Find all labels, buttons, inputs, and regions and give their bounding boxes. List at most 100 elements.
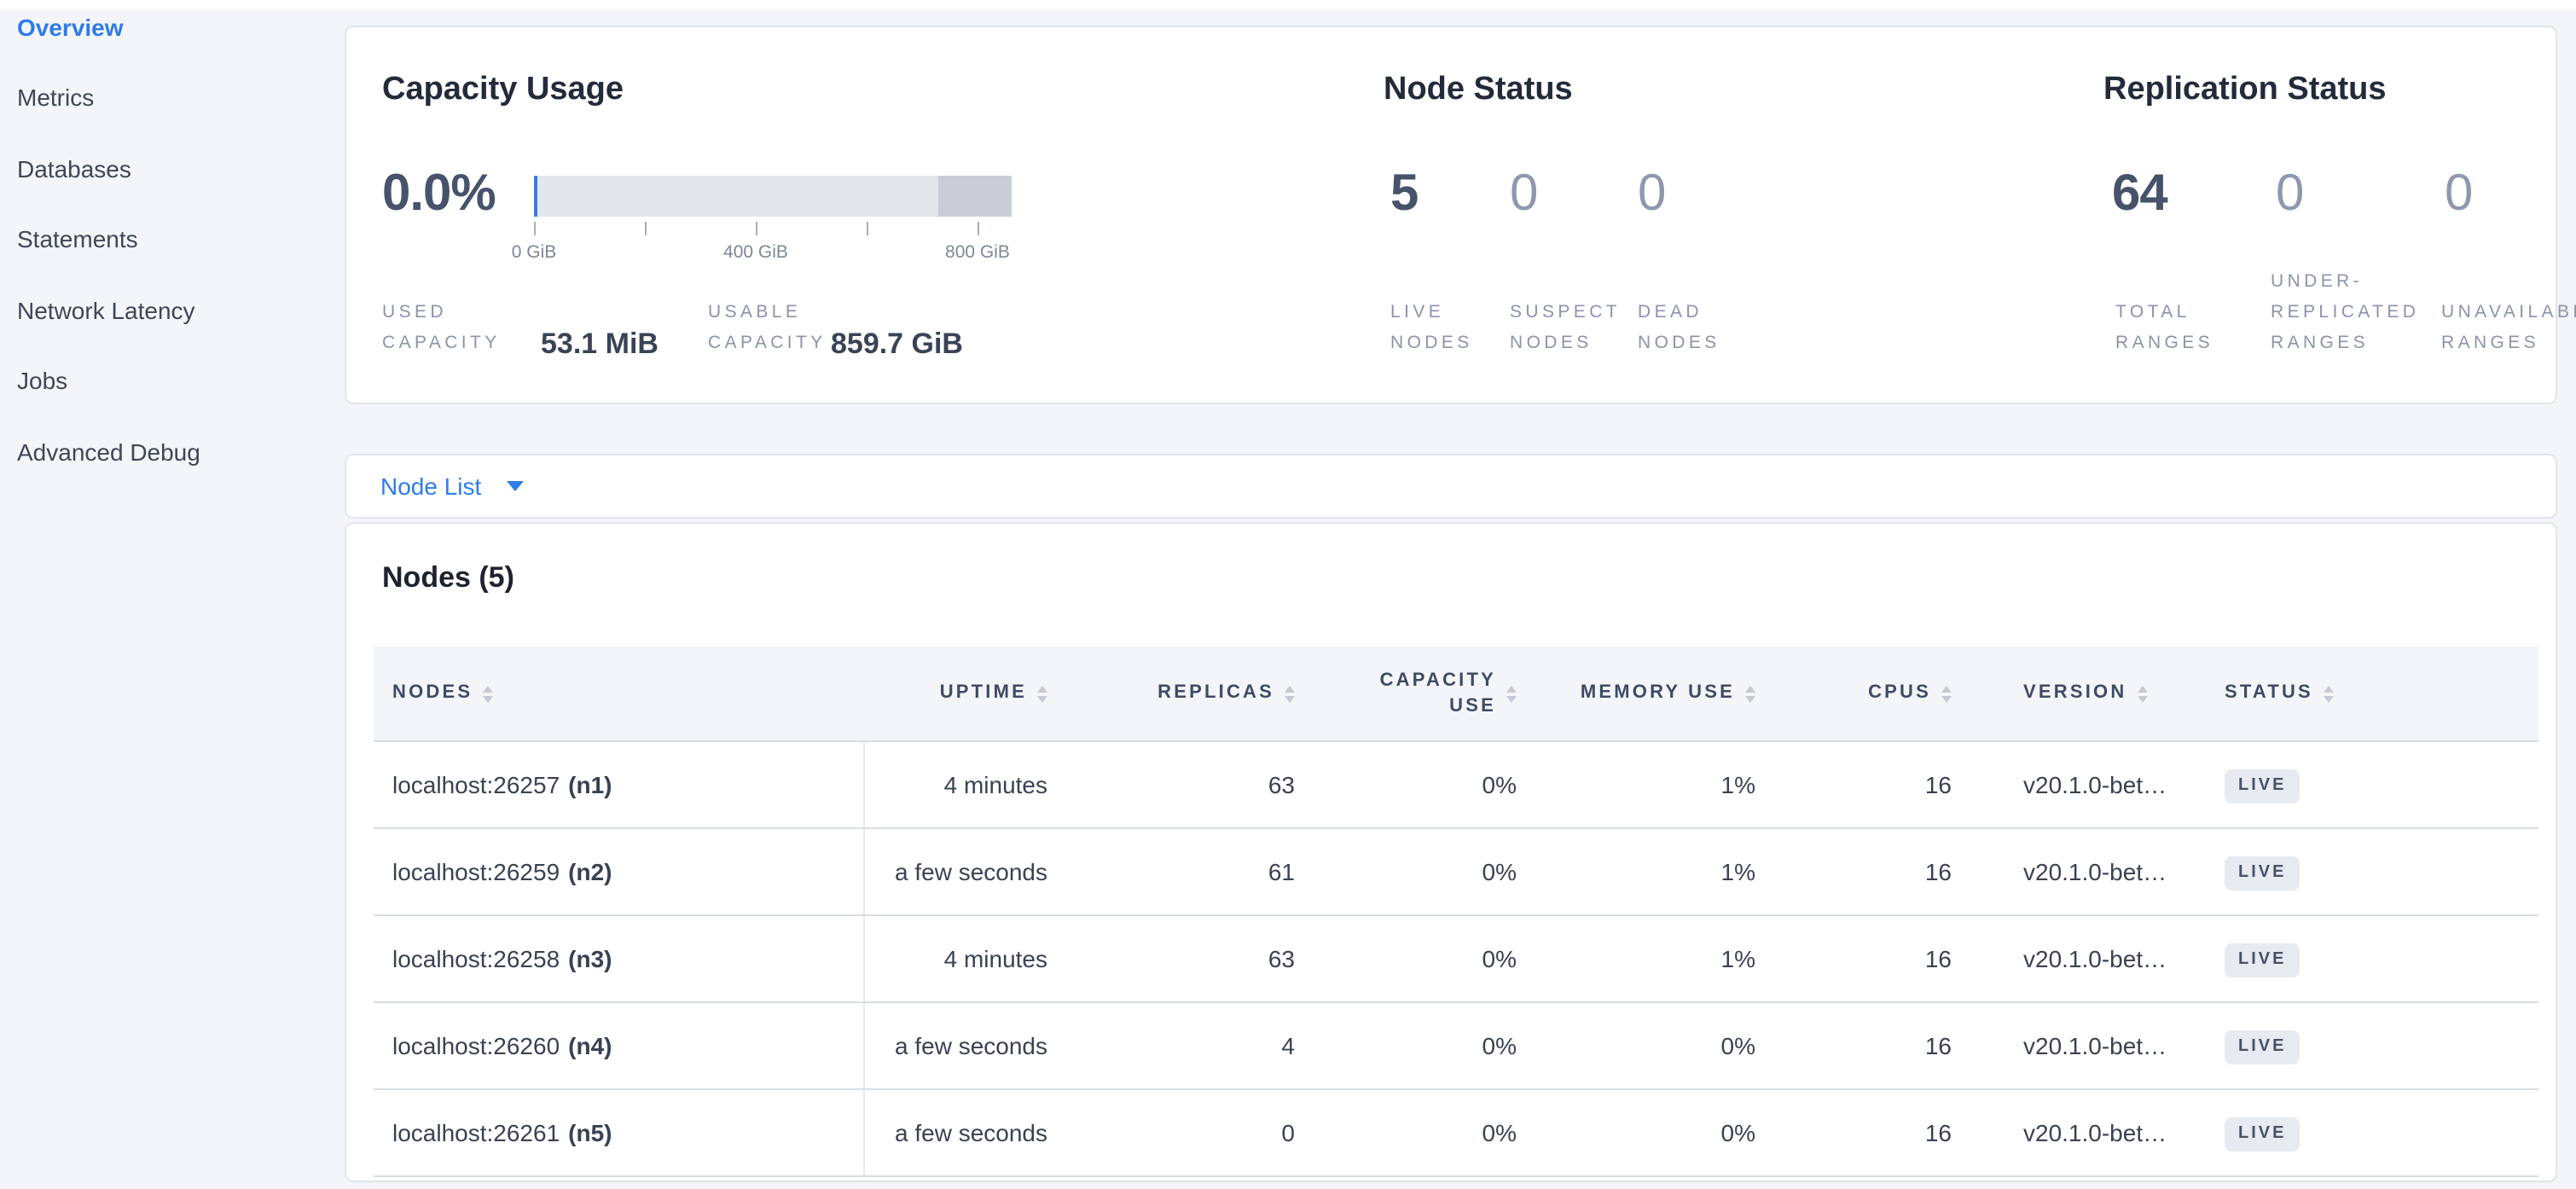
cpus-cell: 16 bbox=[1924, 945, 1952, 972]
sidebar: Overview Metrics Databases Statements Ne… bbox=[0, 0, 345, 1189]
table-row-node-2[interactable]: localhost:26259 (n2) a few seconds 61 0% … bbox=[374, 829, 2538, 916]
cluster-summary-card: Capacity Usage 0.0% 0 GiB 400 GiB 800 Gi… bbox=[345, 26, 2576, 404]
sidebar-item-metrics[interactable]: Metrics bbox=[17, 84, 95, 111]
live-nodes-label: LIVE NODES bbox=[1390, 302, 1473, 353]
table-row-node-1[interactable]: localhost:26257 (n1) 4 minutes 63 0% 1% 1… bbox=[374, 742, 2538, 829]
status-badge: LIVE bbox=[2225, 942, 2300, 977]
axis-tick-label: 400 GiB bbox=[723, 242, 788, 263]
total-ranges-count: 64 bbox=[2112, 165, 2168, 222]
replicas-cell: 0 bbox=[1281, 1119, 1295, 1146]
replicas-cell: 63 bbox=[1268, 771, 1295, 798]
status-badge: LIVE bbox=[2225, 1030, 2300, 1064]
sidebar-item-network-latency[interactable]: Network Latency bbox=[17, 297, 195, 324]
node-address: localhost:26257 bbox=[392, 771, 560, 798]
node-list-dropdown[interactable]: Node List bbox=[346, 455, 2556, 517]
uptime-cell: a few seconds bbox=[895, 1032, 1047, 1059]
cpus-cell: 16 bbox=[1924, 1119, 1952, 1146]
table-row-node-5[interactable]: localhost:26261 (n5) a few seconds 0 0% 0… bbox=[374, 1090, 2538, 1177]
cpus-cell: 16 bbox=[1924, 858, 1952, 885]
node-id: (n5) bbox=[568, 1119, 612, 1146]
table-row-node-4[interactable]: localhost:26260 (n4) a few seconds 4 0% 0… bbox=[374, 1003, 2538, 1090]
column-header-memory-use[interactable]: MEMORY USE bbox=[1539, 681, 1778, 706]
sidebar-item-databases[interactable]: Databases bbox=[17, 155, 131, 183]
node-status-title: Node Status bbox=[1384, 72, 1573, 107]
chevron-down-icon bbox=[507, 481, 525, 491]
replicas-cell: 61 bbox=[1268, 858, 1295, 885]
suspect-nodes-count: 0 bbox=[1510, 165, 1538, 222]
axis-tick bbox=[534, 222, 536, 235]
sidebar-item-statements[interactable]: Statements bbox=[17, 225, 138, 252]
capacity-bar bbox=[534, 176, 1012, 217]
table-row-node-3[interactable]: localhost:26258 (n3) 4 minutes 63 0% 1% 1… bbox=[374, 916, 2538, 1003]
capacity-bar-provisioned-segment bbox=[938, 176, 1012, 217]
version-cell: v20.1.0-bet… bbox=[2023, 771, 2167, 798]
unavailable-ranges-label: UNAVAILABLE RANGES bbox=[2441, 302, 2576, 353]
replicas-cell: 4 bbox=[1281, 1032, 1295, 1059]
version-cell: v20.1.0-bet… bbox=[2023, 1032, 2167, 1059]
live-nodes-count: 5 bbox=[1390, 165, 1419, 222]
sidebar-item-jobs[interactable]: Jobs bbox=[17, 367, 68, 394]
usable-capacity-value: 859.7 GiB bbox=[831, 328, 963, 360]
sort-icon bbox=[2323, 685, 2334, 702]
memory-use-cell: 1% bbox=[1720, 945, 1755, 972]
axis-tick bbox=[978, 222, 979, 235]
uptime-cell: a few seconds bbox=[895, 858, 1047, 885]
capacity-used-percent: 0.0% bbox=[382, 165, 496, 222]
capacity-use-cell: 0% bbox=[1482, 771, 1517, 798]
version-cell: v20.1.0-bet… bbox=[2023, 858, 2167, 885]
cpus-cell: 16 bbox=[1924, 771, 1952, 798]
nodes-table: NODES UPTIME REPLICAS CAPACITY USE MEMOR… bbox=[374, 647, 2538, 1177]
memory-use-cell: 0% bbox=[1720, 1119, 1755, 1146]
uptime-cell: 4 minutes bbox=[943, 771, 1047, 798]
axis-tick-label: 0 GiB bbox=[511, 242, 557, 263]
sort-icon bbox=[2137, 685, 2148, 702]
memory-use-cell: 0% bbox=[1720, 1032, 1755, 1059]
sidebar-item-advanced-debug[interactable]: Advanced Debug bbox=[17, 438, 200, 466]
capacity-bar-used-segment bbox=[534, 176, 537, 217]
nodes-table-title: Nodes (5) bbox=[382, 561, 514, 594]
node-list-selector-card: Node List bbox=[345, 454, 2557, 519]
table-header-row: NODES UPTIME REPLICAS CAPACITY USE MEMOR… bbox=[374, 647, 2538, 742]
unavailable-ranges-count: 0 bbox=[2445, 165, 2473, 222]
node-id: (n1) bbox=[568, 771, 612, 798]
replicas-cell: 63 bbox=[1268, 945, 1295, 972]
dead-nodes-count: 0 bbox=[1638, 165, 1666, 222]
memory-use-cell: 1% bbox=[1720, 771, 1755, 798]
column-header-version[interactable]: VERSION bbox=[1974, 681, 2204, 706]
sort-icon bbox=[483, 685, 494, 702]
under-replicated-ranges-count: 0 bbox=[2276, 165, 2304, 222]
column-header-uptime[interactable]: UPTIME bbox=[865, 681, 1070, 706]
uptime-cell: a few seconds bbox=[895, 1119, 1047, 1146]
cpus-cell: 16 bbox=[1924, 1032, 1952, 1059]
under-replicated-ranges-label: UNDER- REPLICATED RANGES bbox=[2271, 271, 2420, 353]
dead-nodes-label: DEAD NODES bbox=[1638, 302, 1720, 353]
capacity-use-cell: 0% bbox=[1482, 945, 1517, 972]
node-address: localhost:26260 bbox=[392, 1032, 560, 1059]
column-header-cpus[interactable]: CPUS bbox=[1778, 681, 1974, 706]
column-header-nodes[interactable]: NODES bbox=[374, 681, 865, 706]
capacity-bar-axis: 0 GiB 400 GiB 800 GiB bbox=[512, 222, 1012, 283]
version-cell: v20.1.0-bet… bbox=[2023, 945, 2167, 972]
sort-icon bbox=[1745, 685, 1755, 702]
column-header-status[interactable]: STATUS bbox=[2204, 681, 2538, 706]
capacity-use-cell: 0% bbox=[1482, 858, 1517, 885]
memory-use-cell: 1% bbox=[1720, 858, 1755, 885]
suspect-nodes-label: SUSPECT NODES bbox=[1510, 302, 1621, 353]
status-badge: LIVE bbox=[2225, 1116, 2300, 1151]
uptime-cell: 4 minutes bbox=[943, 945, 1047, 972]
version-cell: v20.1.0-bet… bbox=[2023, 1119, 2167, 1146]
total-ranges-label: TOTAL RANGES bbox=[2115, 302, 2214, 353]
used-capacity-label: USED CAPACITY bbox=[382, 302, 501, 353]
sort-icon bbox=[1506, 685, 1517, 702]
sort-icon bbox=[1037, 685, 1047, 702]
column-header-replicas[interactable]: REPLICAS bbox=[1070, 681, 1317, 706]
axis-tick bbox=[645, 222, 647, 235]
node-address: localhost:26258 bbox=[392, 945, 560, 972]
axis-tick bbox=[867, 222, 868, 235]
capacity-use-cell: 0% bbox=[1482, 1032, 1517, 1059]
capacity-usage-title: Capacity Usage bbox=[382, 72, 624, 107]
column-header-capacity-use[interactable]: CAPACITY USE bbox=[1317, 668, 1539, 719]
nodes-table-card: Nodes (5) NODES UPTIME REPLICAS CAPACITY… bbox=[345, 522, 2557, 1182]
sidebar-item-overview[interactable]: Overview bbox=[17, 14, 124, 41]
